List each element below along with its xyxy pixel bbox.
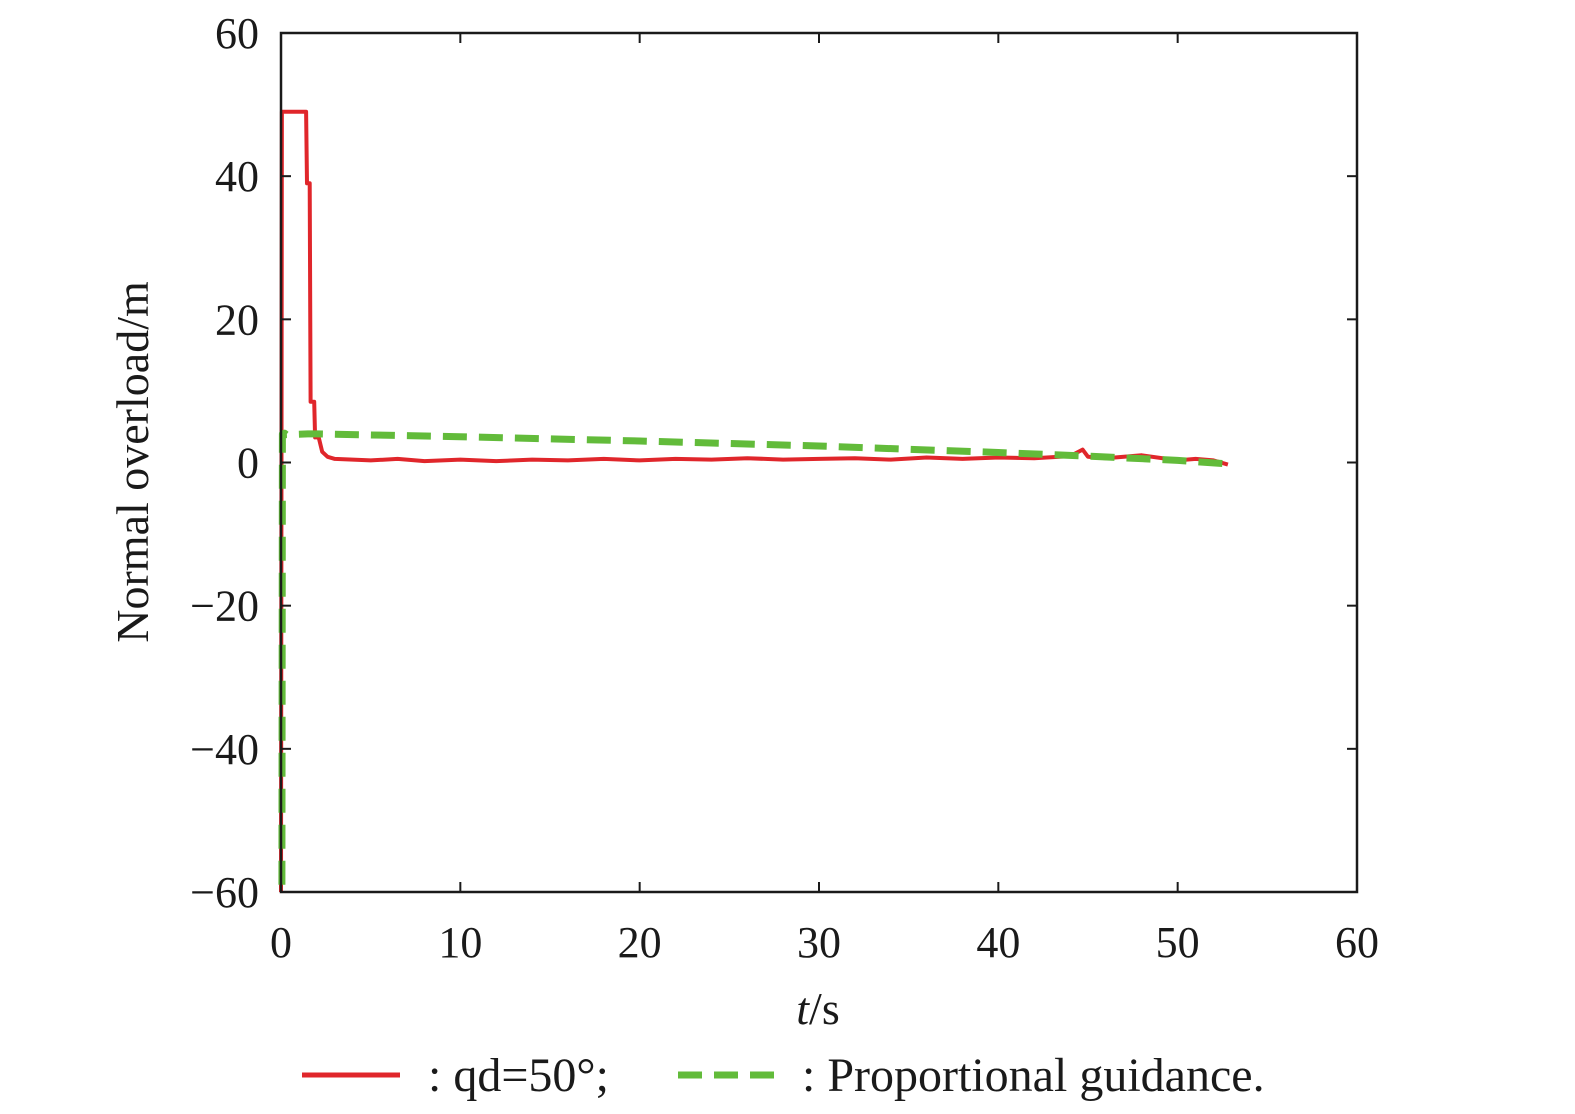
y-axis-label: Normal overload/m	[107, 281, 158, 643]
y-tick-label: 0	[237, 439, 259, 488]
x-tick-label: 40	[976, 918, 1020, 967]
x-axis-label: t/s	[796, 983, 839, 1034]
y-tick-label: 20	[215, 295, 259, 344]
y-tick-label: −40	[190, 725, 259, 774]
series-line-qd50	[279, 109, 1229, 893]
x-tick-label: 50	[1156, 918, 1200, 967]
y-tick-label: −60	[190, 868, 259, 917]
legend: : qd=50°; : Proportional guidance.	[302, 1049, 1265, 1102]
series-layer	[278, 109, 1229, 893]
series-line-proportional-guidance	[278, 429, 1229, 885]
plot-frame	[279, 31, 1359, 894]
x-axis-label-unit: /s	[809, 983, 840, 1034]
x-tick-label: 0	[270, 918, 292, 967]
y-tick-label: 60	[215, 9, 259, 58]
y-tick-label: −20	[190, 582, 259, 631]
x-tick-label: 20	[618, 918, 662, 967]
y-tick-label: 40	[215, 152, 259, 201]
legend-label-qd50: : qd=50°;	[428, 1049, 609, 1102]
legend-label-proportional: : Proportional guidance.	[802, 1049, 1265, 1102]
x-tick-label: 30	[797, 918, 841, 967]
ticks-layer: 0 10 20 30 40 50 60 −60 −40 −20 0 20 40 60	[190, 9, 1379, 967]
x-tick-label: 10	[438, 918, 482, 967]
x-axis-label-variable: t	[796, 983, 810, 1034]
x-tick-label: 60	[1335, 918, 1379, 967]
